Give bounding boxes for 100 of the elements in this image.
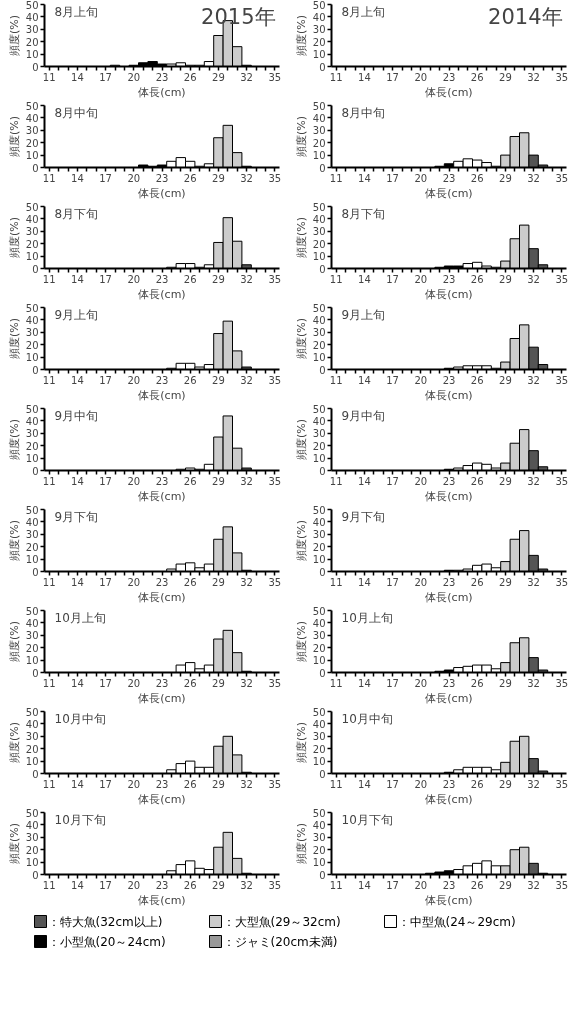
y-tick-label: 20 [25, 743, 39, 755]
y-tick-label: 20 [312, 137, 326, 149]
x-tick-label: 23 [442, 374, 456, 386]
x-tick-label: 35 [555, 778, 569, 790]
x-tick-label: 23 [155, 778, 169, 790]
y-tick-label: 20 [312, 238, 326, 250]
x-tick-label: 23 [155, 273, 169, 285]
y-axis-title: 頻度(%) [7, 418, 21, 461]
x-tick-label: 14 [358, 475, 371, 487]
chart-title: 9月中旬 [341, 408, 386, 423]
x-tick-label: 29 [212, 778, 225, 790]
x-tick-label: 17 [99, 879, 112, 891]
chart-title: 8月中旬 [54, 105, 99, 120]
y-tick-label: 20 [25, 642, 39, 654]
y-tick-label: 50 [312, 504, 326, 516]
x-tick-label: 14 [358, 879, 371, 891]
x-tick-label: 11 [329, 677, 343, 689]
y-tick-label: 50 [25, 605, 39, 617]
x-tick-label: 26 [470, 172, 484, 184]
x-tick-label: 23 [155, 677, 169, 689]
y-tick-label: 40 [25, 11, 39, 23]
x-tick-label: 14 [71, 677, 84, 689]
y-tick-label: 50 [312, 100, 326, 112]
y-tick-label: 10 [312, 453, 326, 465]
y-tick-label: 50 [25, 504, 39, 516]
x-tick-label: 14 [71, 71, 84, 83]
y-tick-label: 0 [32, 768, 39, 780]
y-tick-label: 50 [25, 403, 39, 415]
y-tick-label: 40 [312, 516, 326, 528]
y-axis-title: 頻度(%) [294, 14, 308, 57]
y-tick-label: 30 [312, 125, 326, 137]
y-tick-label: 20 [312, 642, 326, 654]
y-tick-label: 20 [25, 36, 39, 48]
y-tick-label: 10 [25, 150, 39, 162]
x-tick-label: 35 [555, 273, 569, 285]
x-tick-label: 11 [42, 677, 56, 689]
x-tick-label: 35 [268, 172, 282, 184]
x-tick-label: 32 [240, 576, 253, 588]
x-tick-label: 23 [155, 71, 169, 83]
y-tick-label: 50 [25, 201, 39, 213]
legend-label: ：大型魚(29～32cm) [222, 914, 341, 929]
x-tick-label: 29 [212, 172, 225, 184]
chart-title: 10月中旬 [54, 711, 106, 726]
y-tick-label: 0 [32, 61, 39, 73]
x-tick-label: 35 [555, 374, 569, 386]
x-tick-label: 23 [442, 475, 456, 487]
x-tick-label: 32 [240, 475, 253, 487]
y-axis-title: 頻度(%) [294, 519, 308, 562]
y-tick-label: 30 [312, 226, 326, 238]
x-axis-title: 体長(cm) [138, 85, 186, 99]
y-tick-label: 30 [25, 731, 39, 743]
y-tick-label: 40 [312, 213, 326, 225]
y-tick-label: 20 [25, 238, 39, 250]
x-tick-label: 32 [240, 879, 253, 891]
y-tick-label: 40 [25, 112, 39, 124]
y-tick-label: 0 [32, 263, 39, 275]
y-tick-label: 0 [319, 566, 326, 578]
y-tick-label: 40 [25, 213, 39, 225]
y-tick-label: 30 [25, 529, 39, 541]
y-tick-label: 0 [32, 465, 39, 477]
y-tick-label: 40 [25, 415, 39, 427]
legend-label: ：ジャミ(20cm未満) [222, 934, 338, 949]
y-tick-label: 30 [25, 226, 39, 238]
x-tick-label: 17 [99, 778, 112, 790]
y-axis-title: 頻度(%) [294, 620, 308, 663]
x-tick-label: 29 [212, 879, 225, 891]
y-tick-label: 10 [25, 251, 39, 263]
x-tick-label: 20 [127, 374, 141, 386]
x-tick-label: 32 [527, 71, 540, 83]
y-tick-label: 30 [312, 731, 326, 743]
x-tick-label: 11 [42, 172, 56, 184]
x-tick-label: 14 [358, 71, 371, 83]
y-tick-label: 0 [32, 667, 39, 679]
y-tick-label: 50 [312, 807, 326, 819]
x-tick-label: 14 [71, 576, 84, 588]
y-tick-label: 0 [32, 869, 39, 881]
y-tick-label: 40 [312, 112, 326, 124]
y-tick-label: 40 [312, 617, 326, 629]
x-tick-label: 11 [42, 374, 56, 386]
x-tick-label: 32 [527, 172, 540, 184]
y-tick-label: 10 [25, 554, 39, 566]
x-axis-title: 体長(cm) [425, 489, 473, 503]
y-tick-label: 0 [319, 869, 326, 881]
x-tick-label: 26 [183, 778, 197, 790]
x-tick-label: 11 [42, 273, 56, 285]
x-tick-label: 23 [155, 879, 169, 891]
x-tick-label: 29 [212, 273, 225, 285]
x-tick-label: 35 [555, 879, 569, 891]
chart-title: 10月中旬 [341, 711, 393, 726]
x-tick-label: 35 [555, 172, 569, 184]
x-tick-label: 23 [442, 778, 456, 790]
y-tick-label: 10 [25, 655, 39, 667]
legend-label: ：小型魚(20～24cm) [47, 934, 166, 949]
y-tick-label: 30 [312, 832, 326, 844]
chart-title: 8月上旬 [54, 4, 99, 19]
y-axis-title: 頻度(%) [294, 418, 308, 461]
x-tick-label: 11 [42, 71, 56, 83]
x-axis-title: 体長(cm) [138, 691, 186, 705]
chart-title: 9月下旬 [341, 509, 386, 524]
y-tick-label: 30 [25, 24, 39, 36]
